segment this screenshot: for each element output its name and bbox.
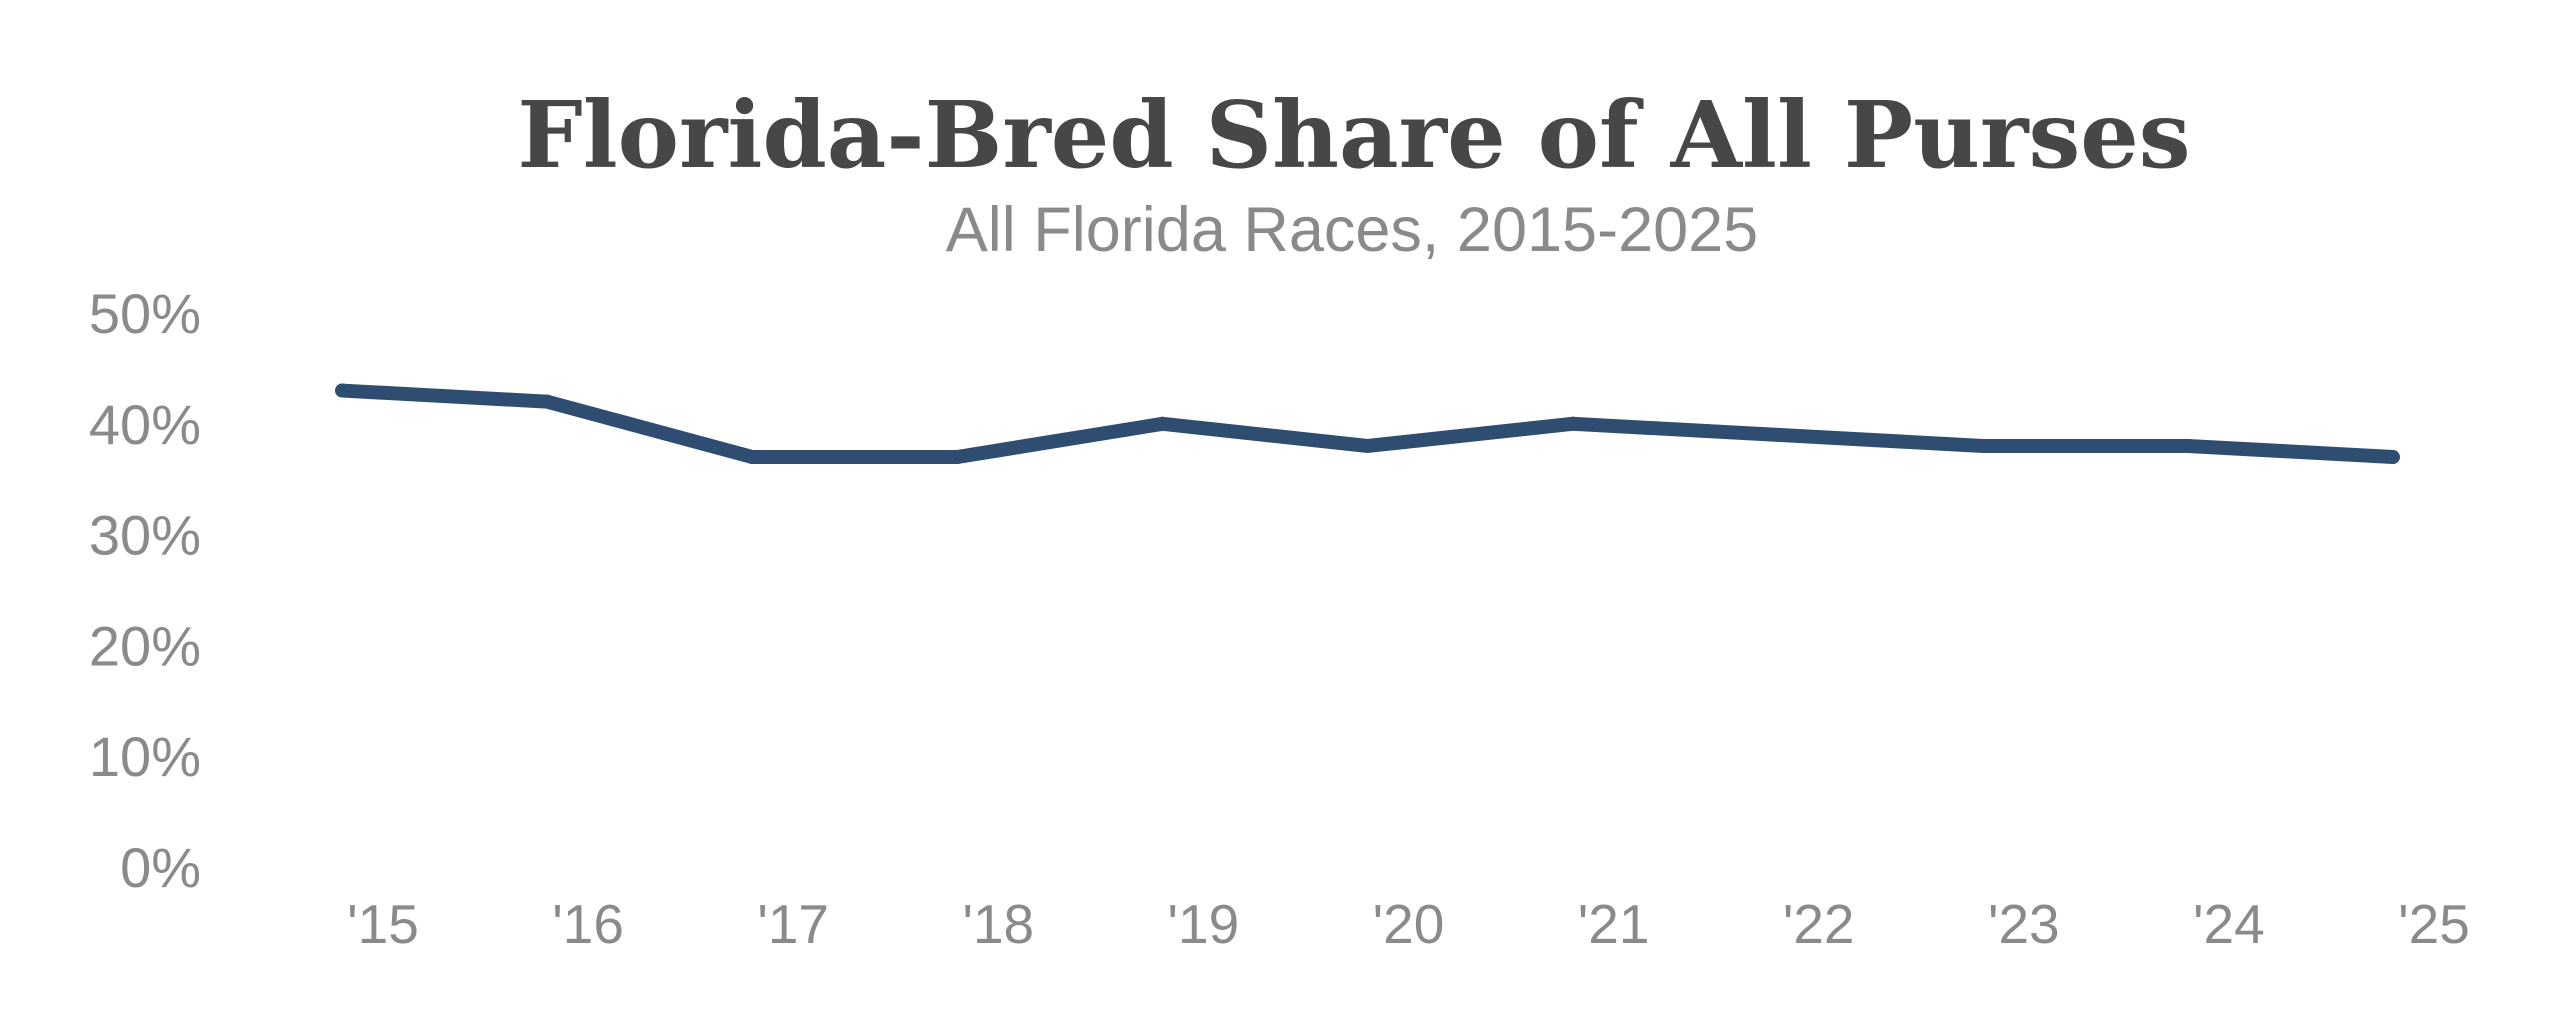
x-tick-label: '22 <box>1783 893 1855 955</box>
data-point-15 <box>335 383 349 398</box>
data-point-23 <box>1975 438 1990 453</box>
x-tick-label: '18 <box>962 893 1034 955</box>
y-axis: 0% 10% 20% 30% 40% 50% <box>89 282 201 899</box>
x-tick-label: '23 <box>1988 893 2060 955</box>
data-point-24 <box>2180 438 2195 453</box>
data-point-16 <box>540 394 555 409</box>
y-tick-label: 40% <box>89 393 201 456</box>
y-tick-label: 0% <box>120 836 201 899</box>
data-point-17 <box>745 450 760 465</box>
chart-subtitle: All Florida Races, 2015-2025 <box>946 195 1758 265</box>
data-point-25 <box>2386 450 2400 465</box>
series-layer <box>335 383 2400 465</box>
x-tick-label: '21 <box>1578 893 1650 955</box>
data-point-22 <box>1770 427 1785 442</box>
x-tick-label: '16 <box>552 893 624 955</box>
data-point-19 <box>1155 416 1170 431</box>
y-tick-label: 10% <box>89 725 201 788</box>
data-point-20 <box>1360 438 1375 453</box>
x-tick-label: '25 <box>2398 893 2470 955</box>
y-tick-label: 50% <box>89 282 201 345</box>
x-tick-label: '24 <box>2193 893 2265 955</box>
chart-title: Florida-Bred Share of All Purses <box>517 81 2190 189</box>
x-tick-label: '15 <box>347 893 419 955</box>
x-tick-label: '19 <box>1168 893 1240 955</box>
x-tick-label: '17 <box>757 893 829 955</box>
y-tick-label: 30% <box>89 504 201 567</box>
data-point-18 <box>950 450 965 465</box>
data-point-21 <box>1565 416 1580 431</box>
x-axis: '15 '16 '17 '18 '19 '20 '21 '22 '23 '24 '25 <box>347 893 2470 955</box>
y-tick-label: 20% <box>89 614 201 677</box>
x-tick-label: '20 <box>1373 893 1445 955</box>
